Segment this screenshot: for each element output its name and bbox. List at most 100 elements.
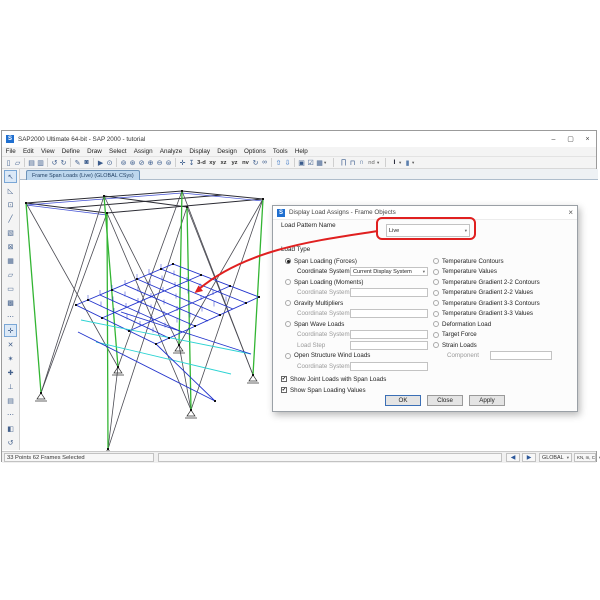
view-xz-button[interactable]: xz	[220, 159, 227, 166]
menu-item-file[interactable]: File	[5, 148, 16, 155]
coord-system-field-gravity[interactable]	[350, 309, 428, 318]
quick-draw-secondary-beams-icon[interactable]: ▦	[7, 257, 14, 265]
previous-selection-icon[interactable]: ↺	[7, 439, 14, 447]
menu-item-options[interactable]: Options	[244, 148, 266, 155]
menu-item-edit[interactable]: Edit	[22, 148, 34, 155]
radio-temp-gradient-22-contours[interactable]: Temperature Gradient 2-2 Contours	[433, 277, 540, 287]
fill-display-caret-icon[interactable]: ▾	[412, 159, 415, 165]
view-xy-button[interactable]: xy	[209, 159, 216, 166]
zoom-window-icon[interactable]: ⊚	[120, 159, 127, 167]
undo-icon[interactable]: ↺	[51, 159, 58, 167]
draw-area-icon[interactable]: ▩	[7, 299, 14, 307]
object-shrink-toggle-icon[interactable]: ▣	[298, 159, 305, 167]
radio-open-structure-wind[interactable]: Open Structure Wind Loads	[285, 351, 370, 361]
snap-to-ends-icon[interactable]: ✕	[7, 341, 14, 349]
view-yz-button[interactable]: yz	[231, 159, 238, 166]
select-pointer-icon[interactable]: ↖	[4, 170, 17, 183]
menu-item-define[interactable]: Define	[61, 148, 80, 155]
move-up-in-list-icon[interactable]: ⇧	[275, 159, 282, 167]
menu-item-assign[interactable]: Assign	[133, 148, 153, 155]
snap-to-intersections-icon[interactable]: ✚	[7, 369, 14, 377]
load-pattern-select[interactable]: Live ▾	[386, 224, 470, 237]
lock-model-icon[interactable]: ◙	[84, 159, 89, 166]
end-releases-button[interactable]: nd	[368, 159, 375, 166]
previous-zoom-icon[interactable]: ⊘	[138, 159, 145, 167]
radio-temp-gradient-33-values[interactable]: Temperature Gradient 3-3 Values	[433, 309, 533, 319]
redo-icon[interactable]: ↻	[60, 159, 67, 167]
prev-arrow-button[interactable]: ◀	[506, 453, 520, 462]
draw-special-joint-icon[interactable]: ⊡	[7, 201, 14, 209]
radio-temperature-contours[interactable]: Temperature Contours	[433, 256, 504, 266]
select-poly-icon[interactable]: ◺	[7, 187, 14, 195]
frame-tools-caret-icon[interactable]: ▾	[377, 159, 380, 165]
set-display-options-icon[interactable]: ☑	[307, 159, 314, 167]
save-icon[interactable]: ▤	[28, 159, 35, 167]
draw-icon[interactable]: ✎	[74, 159, 81, 167]
load-step-field[interactable]	[350, 340, 428, 350]
menu-item-select[interactable]: Select	[109, 148, 127, 155]
snap-to-perpendicular-icon[interactable]: ⊥	[7, 383, 14, 391]
show-tables-caret-icon[interactable]: ▾	[324, 159, 327, 165]
zoom-in-icon[interactable]: ⊕	[147, 159, 154, 167]
radio-temperature-values[interactable]: Temperature Values	[433, 267, 497, 277]
print-icon[interactable]: ▥	[37, 159, 44, 167]
more-snap-tools-icon[interactable]: ⋯	[7, 411, 14, 419]
perspective-toggle-icon[interactable]: ∞	[262, 159, 267, 166]
pan-icon[interactable]: ✛	[179, 159, 186, 167]
view-nv-button[interactable]: nv	[242, 159, 249, 166]
component-field[interactable]	[490, 351, 552, 360]
radio-span-loading-moments[interactable]: Span Loading (Moments)	[285, 277, 363, 287]
run-options-icon[interactable]: ⊙	[106, 159, 113, 167]
checkbox-show-joint-loads[interactable]: ✔ Show Joint Loads with Span Loads	[281, 374, 386, 384]
fill-display-icon[interactable]: ▮	[405, 159, 410, 167]
coord-system-select-forces[interactable]: Current Display System ▾	[350, 267, 428, 276]
radio-gravity-multipliers[interactable]: Gravity Multipliers	[285, 298, 343, 308]
dialog-close-button[interactable]: ×	[568, 208, 573, 217]
radio-target-force[interactable]: Target Force	[433, 330, 477, 340]
named-views-icon[interactable]: ◧	[7, 425, 14, 433]
open-file-icon[interactable]: ▱	[14, 159, 21, 167]
active-view-tab[interactable]: Frame Span Loads (Live) (GLOBAL CSys)	[26, 170, 140, 181]
restore-full-view-icon[interactable]: ⊛	[129, 159, 136, 167]
minimize-button[interactable]: –	[551, 135, 556, 143]
move-down-in-list-icon[interactable]: ⇩	[284, 159, 291, 167]
units-select[interactable]: KN, m, C ▾	[574, 453, 600, 462]
snap-to-points-icon[interactable]: ✛	[4, 324, 17, 337]
apply-button[interactable]: Apply	[469, 395, 505, 406]
quick-draw-frame-icon[interactable]: ▧	[7, 229, 14, 237]
window-close-button[interactable]: ×	[585, 135, 590, 143]
menu-item-design[interactable]: Design	[217, 148, 237, 155]
more-draw-tools-icon[interactable]: ⋯	[7, 313, 14, 321]
radio-strain-loads[interactable]: Strain Loads	[433, 340, 477, 350]
show-tables-icon[interactable]: ▦	[316, 159, 323, 167]
draw-rect-area-icon[interactable]: ▭	[7, 285, 14, 293]
radio-temp-gradient-33-contours[interactable]: Temperature Gradient 3-3 Contours	[433, 298, 540, 308]
show-undeformed-icon[interactable]: ↧	[188, 159, 195, 167]
dialog-title-bar[interactable]: S Display Load Assigns - Frame Objects ×	[273, 206, 577, 220]
snap-to-midpoints-icon[interactable]: ✶	[7, 355, 14, 363]
menu-item-analyze[interactable]: Analyze	[159, 148, 183, 155]
menu-item-tools[interactable]: Tools	[272, 148, 288, 155]
close-button[interactable]: Close	[427, 395, 463, 406]
new-model-icon[interactable]: ▯	[6, 159, 11, 167]
section-display-caret-icon[interactable]: ▾	[399, 159, 402, 165]
checkbox-show-span-values[interactable]: ✔ Show Span Loading Values	[281, 385, 366, 395]
maximize-button[interactable]: ▢	[567, 136, 574, 143]
draw-curved-frame-icon[interactable]: ∩	[359, 159, 364, 166]
section-display-icon[interactable]: I	[393, 159, 396, 166]
rotate-view-icon[interactable]: ↻	[252, 159, 259, 167]
draw-frame-icon[interactable]: ∏	[340, 159, 347, 166]
menu-item-display[interactable]: Display	[189, 148, 211, 155]
view-3d-button[interactable]: 3-d	[197, 159, 206, 166]
radio-temp-gradient-22-values[interactable]: Temperature Gradient 2-2 Values	[433, 288, 533, 298]
ok-button[interactable]: OK	[385, 395, 421, 406]
coord-system-field-wave[interactable]	[350, 330, 428, 339]
zoom-out-icon[interactable]: ⊖	[156, 159, 163, 167]
draw-frame-pinned-icon[interactable]: ⊓	[349, 159, 356, 167]
run-analysis-icon[interactable]: ▶	[97, 159, 104, 167]
draw-frame-element-icon[interactable]: ╱	[8, 215, 13, 223]
menu-item-draw[interactable]: Draw	[87, 148, 102, 155]
coord-system-field-moments[interactable]	[350, 288, 428, 297]
menu-item-help[interactable]: Help	[294, 148, 308, 155]
radio-span-loading-forces[interactable]: Span Loading (Forces)	[285, 256, 357, 266]
